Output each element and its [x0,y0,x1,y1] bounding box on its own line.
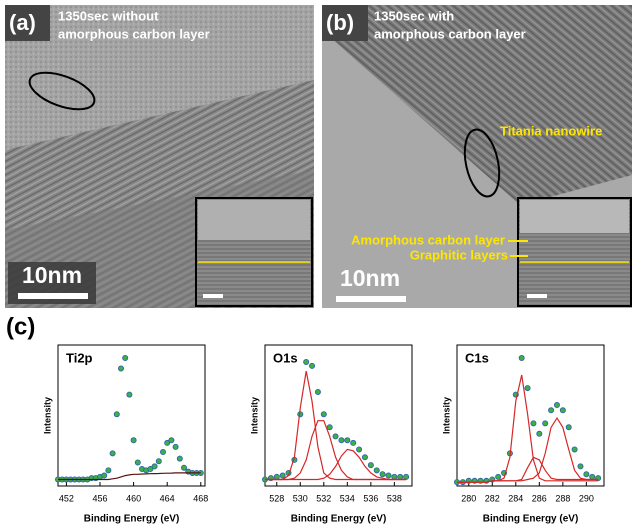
y-axis-label: Intensity [249,397,259,434]
fit-line [265,371,406,479]
data-point [327,425,332,430]
x-tick-label: 532 [316,493,331,503]
caption: 1350sec with [374,8,454,23]
data-point [566,425,571,430]
fit-line [457,457,598,482]
data-point [543,421,548,426]
plot-frame [58,345,205,486]
data-point [118,366,123,371]
data-point [392,474,397,479]
data-point [123,355,128,360]
panel-label: (a) [9,10,36,35]
data-point [309,363,314,368]
data-point [374,468,379,473]
y-axis-label: Intensity [42,397,52,434]
annotation: Titania nanowire [500,123,602,138]
x-tick-label: 456 [92,493,107,503]
x-tick-label: 468 [193,493,208,503]
scale-bar-label: 10nm [340,265,400,291]
data-point [368,463,373,468]
caption: amorphous carbon layer [58,26,210,41]
x-tick-label: 288 [555,493,570,503]
data-point [156,459,161,464]
data-point [362,455,367,460]
scale-bar-label: 10nm [22,262,82,288]
data-point [114,412,119,417]
x-tick-label: 284 [508,493,523,503]
data-point [525,385,530,390]
caption: amorphous carbon layer [374,26,526,41]
data-point [339,438,344,443]
fit-line [265,421,406,480]
chart-title: C1s [465,350,489,365]
figure: (a) 1350sec without amorphous carbon lay… [0,0,635,529]
data-point [519,355,524,360]
data-point [572,447,577,452]
data-point [590,474,595,479]
data-point [152,464,157,469]
panel-label: (c) [6,313,35,340]
data-point [131,438,136,443]
x-tick-label: 464 [160,493,175,503]
x-tick-label: 452 [59,493,74,503]
tem-image-b [322,5,632,308]
data-point [351,440,356,445]
x-axis-label: Binding Energy (eV) [84,514,180,525]
x-tick-label: 538 [387,493,402,503]
x-tick-label: 290 [579,493,594,503]
data-point [548,408,553,413]
data-point [584,472,589,477]
x-tick-label: 530 [293,493,308,503]
data-point [315,389,320,394]
data-point [274,474,279,479]
data-point [560,408,565,413]
annotation: Graphitic layers [410,247,508,262]
x-tick-label: 528 [269,493,284,503]
y-axis-label: Intensity [441,397,451,434]
x-tick-label: 286 [532,493,547,503]
figure-canvas: (a) 1350sec without amorphous carbon lay… [0,0,635,529]
annotation: Amorphous carbon layer [351,232,505,247]
x-axis-label: Binding Energy (eV) [291,514,387,525]
chart-title: O1s [273,350,298,365]
x-axis-label: Binding Energy (eV) [483,514,579,525]
x-tick-label: 280 [461,493,476,503]
data-point [398,474,403,479]
data-point [321,412,326,417]
data-point [531,421,536,426]
data-point [356,447,361,452]
data-point [106,468,111,473]
data-point [404,474,409,479]
data-point [537,431,542,436]
data-point [160,449,165,454]
data-point [578,464,583,469]
data-point [110,451,115,456]
data-point [177,456,182,461]
data-point [102,473,107,478]
data-point [496,474,501,479]
chart-title: Ti2p [66,350,93,365]
data-point [127,392,132,397]
data-point [386,473,391,478]
x-tick-label: 460 [126,493,141,503]
data-point [380,472,385,477]
data-point [345,438,350,443]
caption: 1350sec without [58,8,159,23]
panel-label: (b) [326,10,354,35]
data-point [304,359,309,364]
x-tick-label: 534 [340,493,355,503]
data-point [554,402,559,407]
data-point [333,434,338,439]
x-tick-label: 536 [363,493,378,503]
data-point [169,438,174,443]
data-point [135,460,140,465]
x-tick-label: 282 [485,493,500,503]
data-point [280,473,285,478]
data-point [181,465,186,470]
data-point [173,444,178,449]
